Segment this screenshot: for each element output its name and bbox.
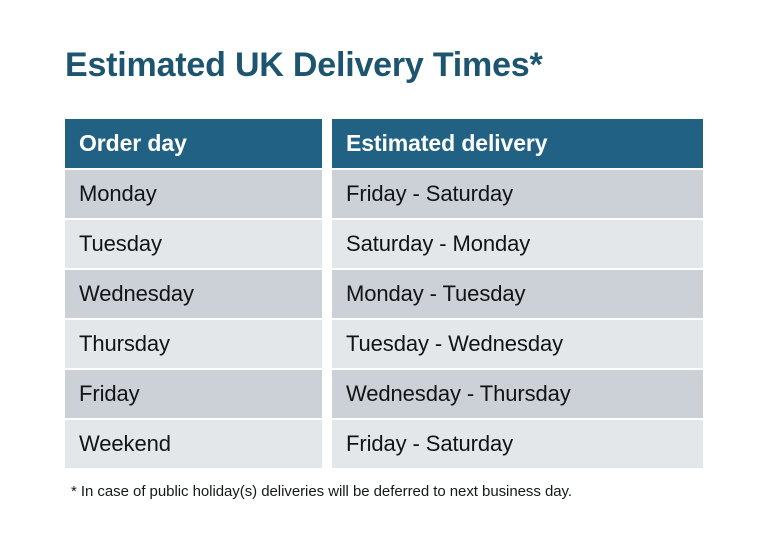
cell-estimated-delivery: Friday - Saturday xyxy=(332,170,703,218)
delivery-times-table: Order day Estimated delivery Monday Frid… xyxy=(65,119,703,470)
cell-estimated-delivery: Friday - Saturday xyxy=(332,420,703,468)
table-row: Friday Wednesday - Thursday xyxy=(65,370,703,418)
cell-order-day: Wednesday xyxy=(65,270,322,318)
cell-estimated-delivery: Wednesday - Thursday xyxy=(332,370,703,418)
cell-order-day: Thursday xyxy=(65,320,322,368)
column-spacer xyxy=(322,320,332,368)
table-header-row: Order day Estimated delivery xyxy=(65,119,703,168)
column-spacer xyxy=(322,270,332,318)
cell-order-day: Friday xyxy=(65,370,322,418)
table-row: Monday Friday - Saturday xyxy=(65,170,703,218)
column-spacer xyxy=(322,119,332,168)
column-header-estimated-delivery: Estimated delivery xyxy=(332,119,703,168)
cell-order-day: Monday xyxy=(65,170,322,218)
column-spacer xyxy=(322,170,332,218)
column-spacer xyxy=(322,420,332,468)
page-title: Estimated UK Delivery Times* xyxy=(65,46,543,84)
cell-estimated-delivery: Saturday - Monday xyxy=(332,220,703,268)
column-spacer xyxy=(322,370,332,418)
table-row: Weekend Friday - Saturday xyxy=(65,420,703,468)
table-row: Thursday Tuesday - Wednesday xyxy=(65,320,703,368)
cell-order-day: Tuesday xyxy=(65,220,322,268)
cell-estimated-delivery: Tuesday - Wednesday xyxy=(332,320,703,368)
column-header-order-day: Order day xyxy=(65,119,322,168)
cell-estimated-delivery: Monday - Tuesday xyxy=(332,270,703,318)
footnote-text: * In case of public holiday(s) deliverie… xyxy=(71,483,572,500)
table-row: Wednesday Monday - Tuesday xyxy=(65,270,703,318)
column-spacer xyxy=(322,220,332,268)
table-row: Tuesday Saturday - Monday xyxy=(65,220,703,268)
cell-order-day: Weekend xyxy=(65,420,322,468)
